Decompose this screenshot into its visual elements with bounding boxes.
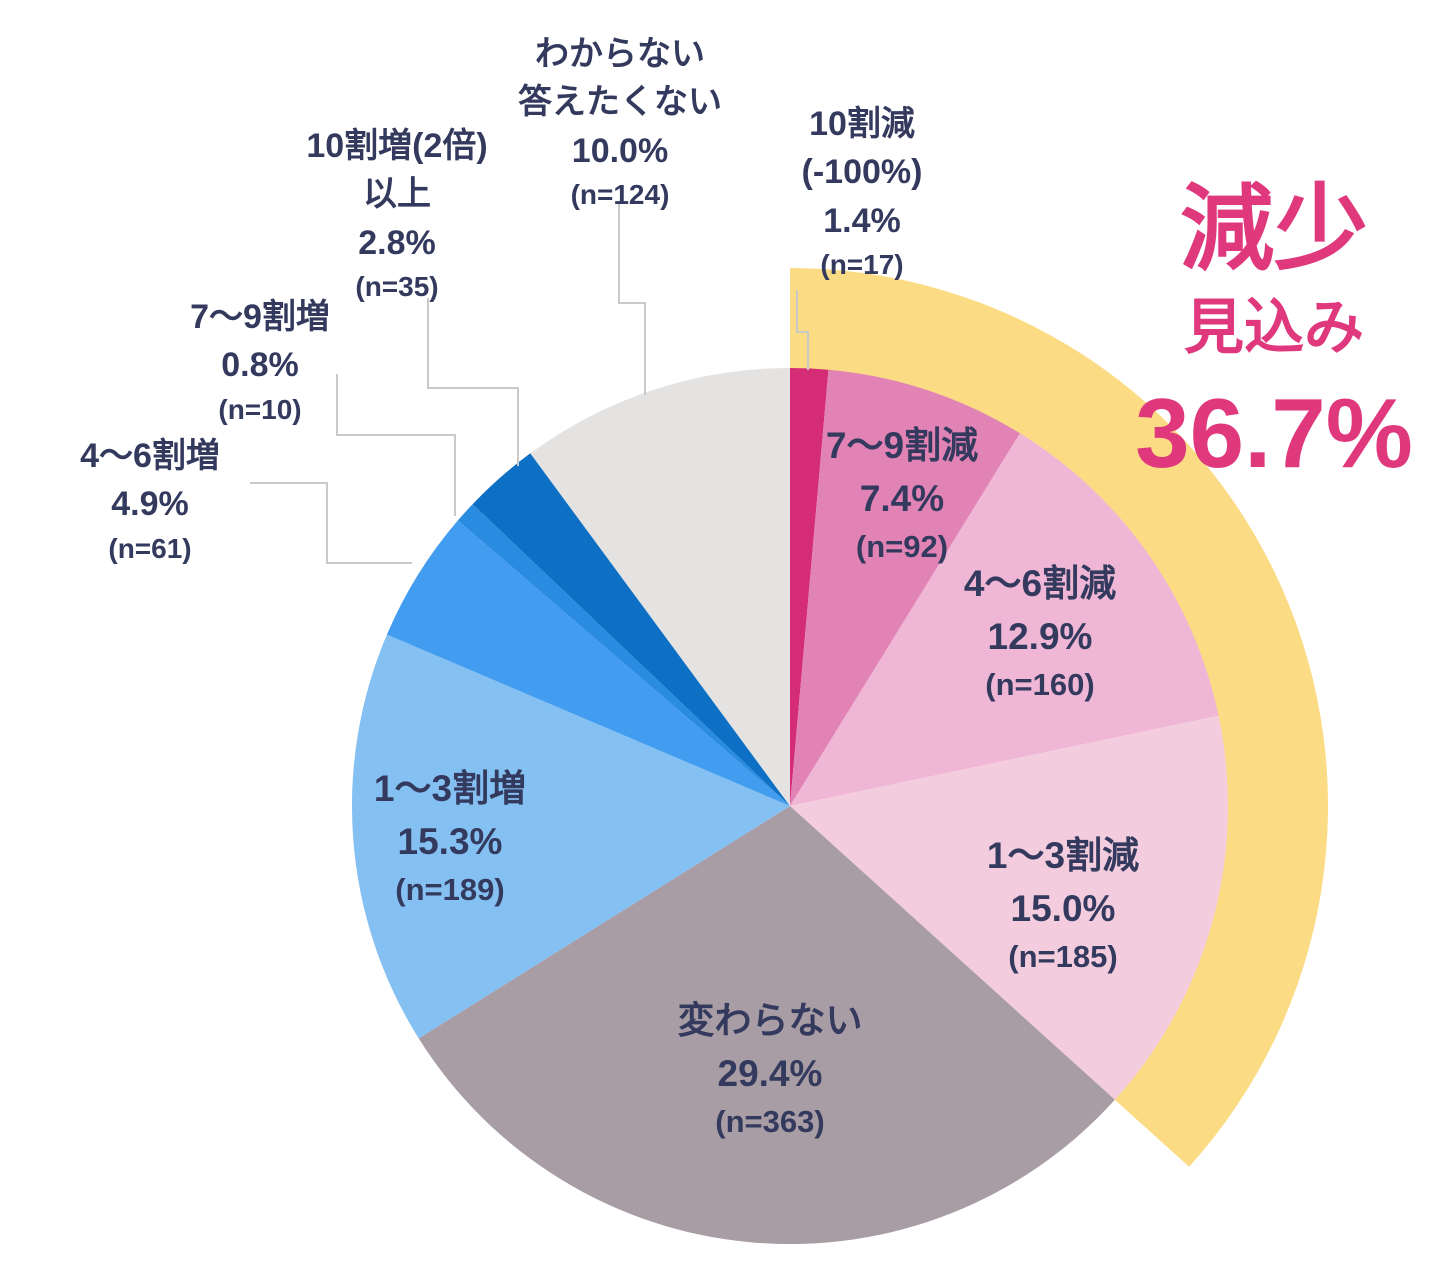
label-dec79: 7〜9割減 7.4% (n=92) <box>825 425 979 565</box>
label-nochange: 変わらない 29.4% (n=363) <box>677 1000 863 1140</box>
leader-lines-layer <box>250 202 809 564</box>
label-inc46: 4〜6割増 4.9% (n=61) <box>80 437 220 564</box>
label-inc13: 1〜3割増 15.3% (n=189) <box>373 768 527 908</box>
slice-dec13 <box>790 715 1229 1100</box>
leader-line-inc46 <box>250 482 412 564</box>
label-inc100plus: 10割増(2倍) 以上 2.8% (n=35) <box>306 127 488 302</box>
leader-line-unknown <box>618 202 646 395</box>
slice-nochange <box>418 806 1115 1245</box>
pie-slices-layer <box>351 368 1229 1245</box>
slice-dec79 <box>790 369 1020 806</box>
slice-dec46 <box>790 433 1219 806</box>
slice-inc100plus <box>472 453 790 806</box>
slice-inc13 <box>351 634 790 1039</box>
label-dec100: 10割減 (-100%) 1.4% (n=17) <box>801 105 923 280</box>
slice-dec100 <box>790 368 829 806</box>
leader-line-dec100 <box>796 290 809 370</box>
label-inc79: 7〜9割増 0.8% (n=10) <box>190 298 330 425</box>
highlight-arc-decrease <box>790 268 1329 1167</box>
highlight-title-line1: 減少 <box>1179 176 1368 281</box>
label-dec13: 1〜3割減 15.0% (n=185) <box>986 835 1140 975</box>
slice-inc46 <box>386 520 790 806</box>
leader-line-inc79 <box>336 374 456 516</box>
leader-line-inc100plus <box>427 298 519 466</box>
highlight-title-line2: 見込み <box>1184 294 1364 361</box>
label-dec46: 4〜6割減 12.9% (n=160) <box>963 563 1117 703</box>
highlight-title-value: 36.7% <box>1135 378 1413 488</box>
slice-unknown <box>530 368 790 806</box>
label-unknown: わからない 答えたくない 10.0% (n=124) <box>518 35 722 210</box>
highlight-title: 減少 見込み 36.7% <box>1135 176 1413 488</box>
slice-inc79 <box>457 504 790 806</box>
highlight-arc-layer <box>790 268 1329 1167</box>
